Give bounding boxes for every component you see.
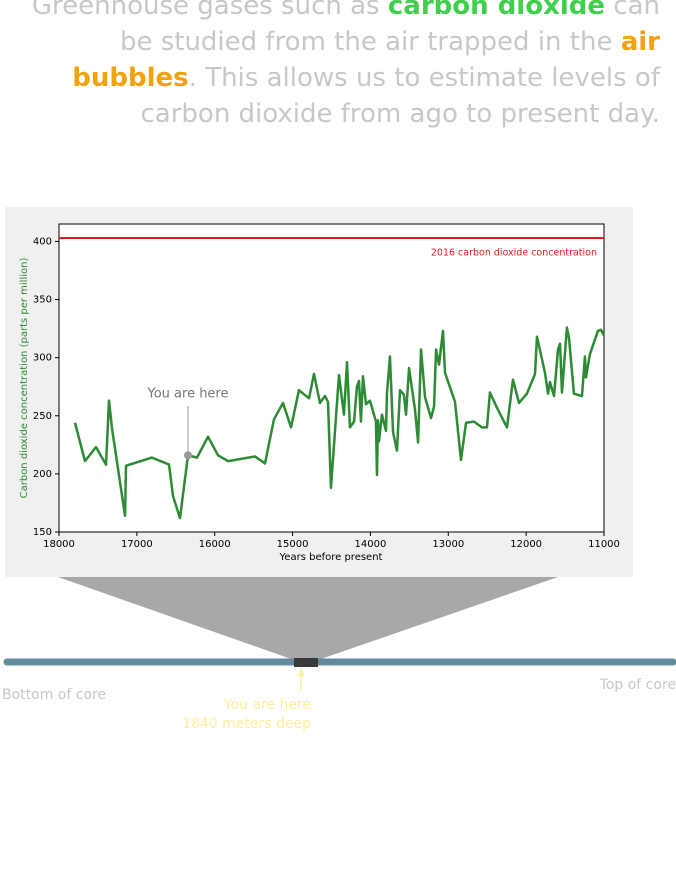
y-tick-label: 400: [33, 236, 52, 247]
y-tick-label: 250: [33, 411, 52, 422]
core-bottom-label: Bottom of core: [2, 687, 106, 703]
data-line: [73, 326, 606, 520]
core-depth-label: 1840 meters deep: [182, 716, 311, 732]
y-axis-label: Carbon dioxide concentration (parts per …: [19, 258, 30, 499]
annotation-point: [184, 451, 193, 460]
x-tick-label: 11000: [588, 539, 620, 550]
intro-part: Greenhouse gases such as: [31, 0, 388, 21]
core-top-label: Top of core: [599, 677, 676, 693]
y-tick-label: 300: [33, 353, 52, 364]
core-position: [294, 658, 318, 667]
y-tick-label: 150: [33, 527, 52, 538]
highlight: air bubbles: [72, 27, 660, 93]
x-axis-label: Years before present: [279, 552, 383, 563]
annotation-label: You are here: [147, 387, 229, 402]
x-tick-label: 18000: [43, 539, 75, 550]
x-tick-label: 14000: [355, 539, 387, 550]
x-tick-label: 15000: [277, 539, 309, 550]
arrow-head: [297, 668, 305, 676]
core-here-label: You are here: [223, 697, 311, 713]
zoom-wedge: [58, 577, 558, 660]
intro-part: can be studied from the air trapped in t…: [119, 0, 660, 57]
x-tick-label: 17000: [121, 539, 153, 550]
y-tick-label: 200: [33, 469, 52, 480]
y-tick-label: 350: [33, 295, 52, 306]
intro-text: Greenhouse gases such as carbon dioxide …: [0, 0, 660, 132]
intro-part: . This allows us to estimate levels of c…: [140, 63, 660, 129]
x-tick-label: 12000: [510, 539, 542, 550]
x-tick-label: 13000: [432, 539, 464, 550]
x-tick-label: 16000: [199, 539, 231, 550]
highlight: carbon dioxide: [387, 0, 606, 21]
reference-label: 2016 carbon dioxide concentration: [431, 247, 597, 258]
